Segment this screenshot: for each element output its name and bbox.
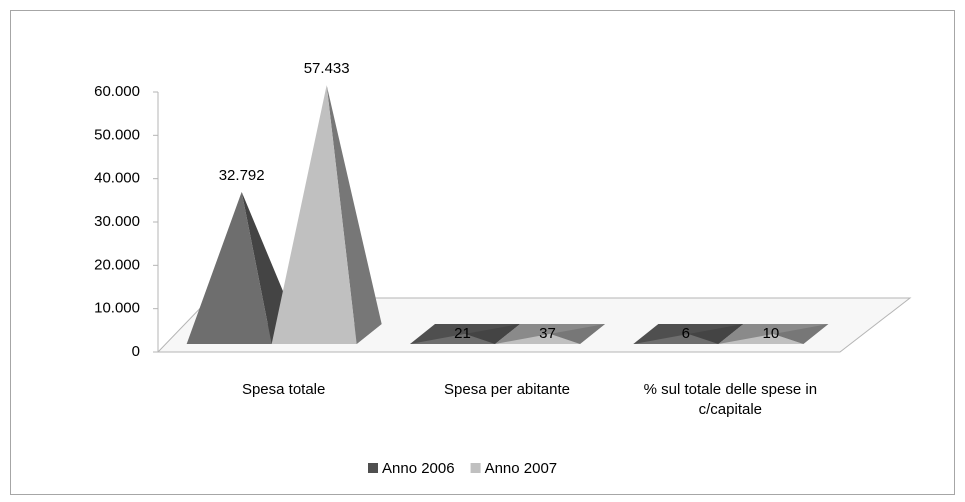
- pyramid: [410, 324, 520, 344]
- value-label: 21: [454, 325, 471, 342]
- y-tick-label: 10.000: [94, 300, 140, 317]
- legend-label: Anno 2007: [485, 460, 558, 477]
- x-tick-label: % sul totale delle spese in c/capitale: [643, 381, 818, 418]
- pyramid-side: [773, 324, 829, 344]
- chart-border: [10, 10, 955, 495]
- value-label: 57.433: [304, 60, 350, 77]
- pyramid: [633, 324, 744, 344]
- legend-swatch: [368, 463, 378, 473]
- value-label: 37: [539, 325, 556, 342]
- pyramid-side: [550, 324, 605, 344]
- y-tick-label: 50.000: [94, 126, 140, 143]
- pyramid-front: [718, 333, 804, 344]
- pyramid-front: [633, 333, 719, 344]
- value-label: 6: [682, 325, 690, 342]
- pyramid-front: [271, 85, 357, 345]
- y-tick-label: 60.000: [94, 83, 140, 100]
- x-tick-label: Spesa totale: [241, 381, 326, 398]
- y-tick-label: 40.000: [94, 170, 140, 187]
- value-label: 10: [762, 325, 779, 342]
- pyramid: [495, 324, 605, 344]
- value-label: 32.792: [219, 167, 265, 184]
- pyramid-front: [495, 333, 580, 344]
- pyramid-side: [465, 324, 520, 344]
- legend-label: Anno 2006: [382, 460, 455, 477]
- y-tick-label: 0: [132, 343, 140, 360]
- pyramid-side: [326, 85, 382, 345]
- pyramid: [718, 324, 829, 344]
- x-tick-label: Spesa per abitante: [444, 381, 570, 398]
- legend-swatch: [470, 463, 481, 473]
- y-tick-label: 30.000: [94, 213, 140, 230]
- pyramid-front: [186, 191, 272, 344]
- y-tick-label: 20.000: [94, 256, 140, 273]
- pyramid-side: [688, 324, 744, 344]
- pyramid: [271, 85, 382, 345]
- pyramid-front: [410, 333, 495, 344]
